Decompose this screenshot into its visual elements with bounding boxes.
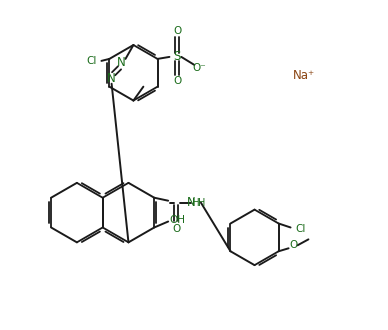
Text: O: O [172, 224, 180, 234]
Text: O: O [173, 26, 182, 36]
Text: O: O [289, 240, 298, 250]
Text: N: N [187, 196, 196, 209]
Text: H: H [192, 198, 200, 208]
Text: Na⁺: Na⁺ [293, 69, 315, 82]
Text: S: S [174, 50, 181, 63]
Text: N: N [107, 72, 116, 85]
Text: OH: OH [169, 214, 185, 224]
Text: H: H [198, 198, 205, 208]
Text: Cl: Cl [86, 56, 97, 66]
Text: O: O [173, 76, 182, 86]
Text: O⁻: O⁻ [192, 63, 206, 73]
Text: N: N [117, 56, 126, 69]
Text: Cl: Cl [295, 224, 306, 234]
